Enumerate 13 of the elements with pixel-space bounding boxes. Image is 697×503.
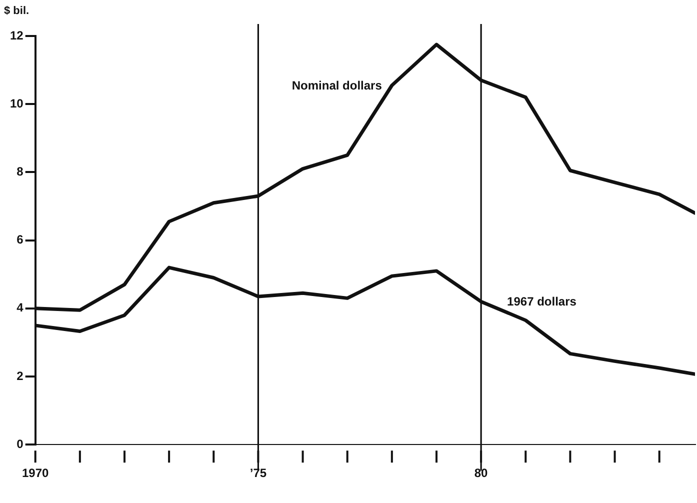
x-tick-label: 1970 bbox=[22, 466, 50, 480]
y-tick-label: 2 bbox=[16, 368, 24, 383]
series-label: Nominal dollars bbox=[292, 78, 382, 92]
x-tick-label: 80 bbox=[474, 466, 488, 480]
series-label: 1967 dollars bbox=[507, 294, 577, 309]
y-tick-label: 0 bbox=[16, 436, 24, 451]
y-tick-label: 10 bbox=[10, 96, 24, 110]
y-axis-title: $ bil. bbox=[4, 5, 30, 17]
y-tick-label: 12 bbox=[10, 28, 24, 42]
y-tick-label: 6 bbox=[16, 232, 24, 247]
x-tick-label: ’75 bbox=[250, 466, 267, 480]
y-tick-label: 4 bbox=[16, 300, 24, 315]
y-tick-label: 8 bbox=[16, 164, 24, 179]
